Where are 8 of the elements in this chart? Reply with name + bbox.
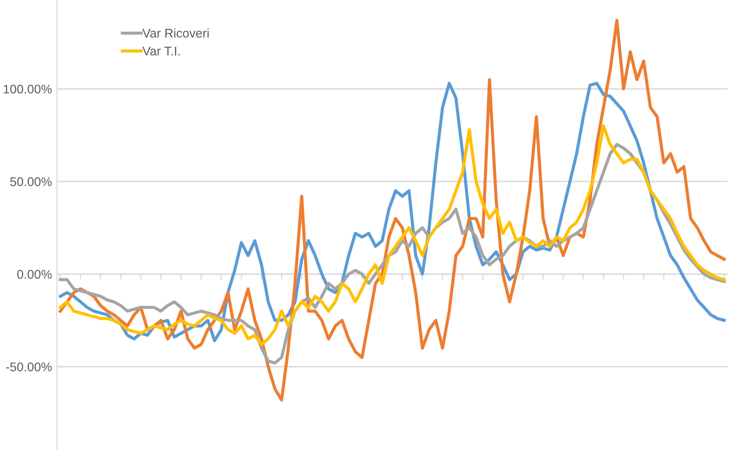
y-tick-label: -50.00% <box>6 362 52 372</box>
line-series <box>58 124 726 346</box>
y-tick-label: 0.00% <box>17 270 52 279</box>
y-tick-label: 50.00% <box>10 177 52 186</box>
legend-label: Var T.I. <box>142 46 180 56</box>
y-tick-label: 100.00% <box>4 84 52 94</box>
legend-label: Var Ricoveri <box>142 28 209 38</box>
line-series <box>58 18 726 402</box>
